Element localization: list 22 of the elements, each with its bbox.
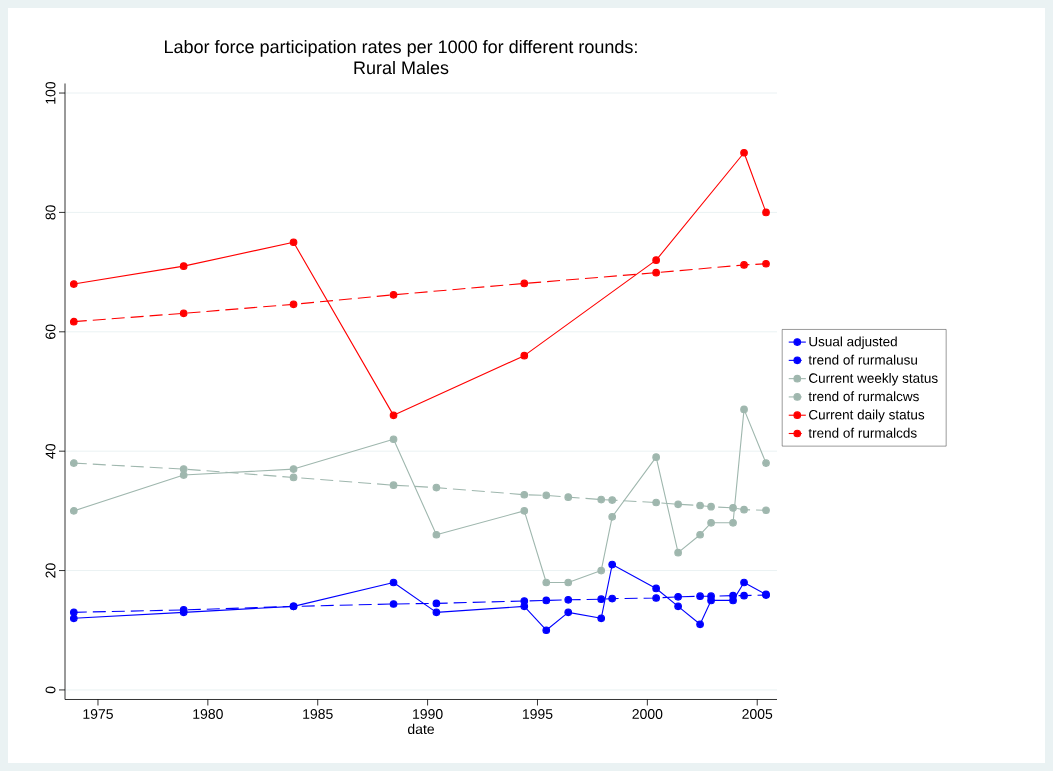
legend-label: Current weekly status (809, 373, 938, 386)
x-tick-label: 2000 (632, 709, 663, 719)
y-tick-label: 20 (45, 563, 56, 578)
y-tick-label: 60 (45, 324, 56, 339)
legend-label: trend of rurmalusu (808, 354, 917, 365)
x-axis-title: date (407, 723, 435, 735)
x-tick-label: 2005 (742, 709, 773, 719)
x-tick-label: 1990 (413, 709, 443, 719)
y-tick-label: 80 (45, 205, 56, 220)
y-tick-label: 40 (45, 443, 56, 459)
chart-title: Labor force participation rates per 1000 for different rounds: (165, 39, 637, 57)
y-tick-label: 100 (45, 81, 56, 104)
legend-label: trend of rurmalcws (808, 391, 919, 402)
legend-label: Current daily status (809, 409, 925, 423)
x-tick-label: 1985 (303, 709, 333, 719)
x-tick-label: 1975 (83, 709, 113, 719)
x-tick-label: 1995 (522, 709, 553, 719)
x-tick-label: 1980 (193, 709, 223, 719)
legend-label: Usual adjusted (809, 336, 897, 350)
legend-label: trend of rurmalcds (808, 427, 917, 438)
chart-subtitle: Rural Males (354, 60, 449, 75)
y-tick-label: 0 (45, 686, 56, 694)
